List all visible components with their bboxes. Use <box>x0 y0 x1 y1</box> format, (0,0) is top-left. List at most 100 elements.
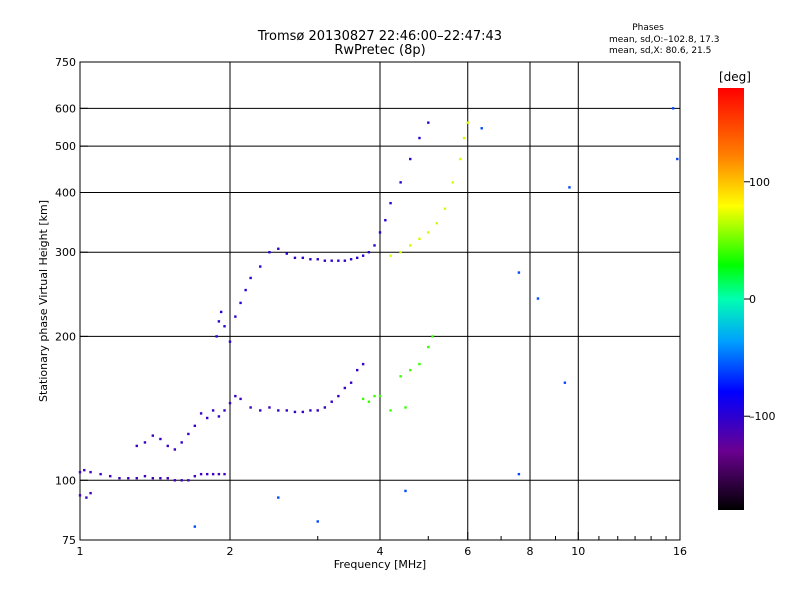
echo-point <box>563 381 567 384</box>
y-tick-label: 600 <box>55 102 76 115</box>
echo-point <box>330 400 333 403</box>
echo-point <box>409 368 412 372</box>
x-tick-label: 2 <box>227 545 234 558</box>
echo-point <box>268 406 271 409</box>
echo-point <box>249 406 252 409</box>
echo-point <box>343 386 347 390</box>
echo-point <box>418 362 421 366</box>
echo-point <box>143 474 147 478</box>
echo-point <box>367 400 371 403</box>
echo-point <box>259 265 262 268</box>
echo-point <box>109 474 112 478</box>
echo-point <box>205 416 209 420</box>
echo-point <box>85 496 88 499</box>
echo-point <box>259 409 262 412</box>
echo-point <box>166 477 169 480</box>
echo-point <box>301 256 305 260</box>
echo-point <box>337 259 340 262</box>
echo-point <box>215 335 218 338</box>
echo-point <box>568 186 571 189</box>
echo-point <box>151 477 155 480</box>
y-axis-label: Stationary phase Virtual Height [km] <box>37 200 50 402</box>
echo-point <box>193 474 197 478</box>
echo-point <box>219 310 223 314</box>
echo-point <box>277 496 280 499</box>
y-tick-label: 100 <box>55 474 76 487</box>
echo-point <box>418 237 421 241</box>
echo-point <box>373 244 376 247</box>
echo-point <box>239 301 242 305</box>
x-tick-label: 4 <box>377 545 384 558</box>
echo-point <box>462 136 466 140</box>
echo-point <box>293 410 297 414</box>
echo-point <box>159 437 162 441</box>
colorbar-ticks: 100 0 –100 <box>744 176 776 423</box>
x-ticks: 1 2 4 6 8 10 16 <box>77 532 687 558</box>
echo-point <box>151 434 155 437</box>
echo-point <box>187 479 190 482</box>
echo-point <box>355 368 359 372</box>
echo-point <box>309 409 312 412</box>
echo-point <box>127 477 130 480</box>
echo-point <box>316 258 319 261</box>
echo-point <box>135 477 138 480</box>
legend-line-o: mean, sd,O:–102.8, 17.3 <box>609 35 720 45</box>
data-points <box>78 107 679 528</box>
echo-point <box>389 254 392 257</box>
echo-point <box>277 409 280 412</box>
colorbar-tick-label: 0 <box>749 293 756 306</box>
x-tick-label: 8 <box>527 545 534 558</box>
echo-point <box>480 127 483 130</box>
x-tick-label: 6 <box>464 545 471 558</box>
echo-point <box>378 231 382 234</box>
echo-point <box>443 207 447 210</box>
echo-point <box>135 444 138 448</box>
echo-point <box>399 181 402 184</box>
echo-point <box>337 394 340 398</box>
echo-point <box>234 315 237 318</box>
echo-point <box>78 470 82 474</box>
echo-point <box>268 251 271 254</box>
echo-point <box>361 397 365 401</box>
echo-point <box>316 520 319 523</box>
echo-point <box>118 477 121 480</box>
echo-point <box>323 406 327 409</box>
y-tick-label: 500 <box>55 140 76 153</box>
echo-point <box>355 256 359 260</box>
y-ticks: 75 100 200 300 400 500 600 750 <box>55 56 88 547</box>
echo-point <box>399 251 402 254</box>
echo-point <box>349 258 353 261</box>
echo-point <box>277 247 280 250</box>
echo-point <box>427 121 430 124</box>
chart-subtitle: RwPretec (8p) <box>334 43 425 58</box>
echo-point <box>409 244 412 247</box>
echo-point <box>193 424 197 428</box>
echo-point <box>234 394 237 398</box>
echo-point <box>517 472 521 476</box>
echo-point <box>180 479 183 482</box>
echo-point <box>217 415 221 418</box>
echo-point <box>83 468 86 472</box>
echo-point <box>159 477 162 480</box>
echo-point <box>239 397 242 401</box>
echo-point <box>349 381 353 384</box>
echo-point <box>367 251 371 254</box>
echo-point <box>211 472 215 476</box>
colorbar-tick-label: –100 <box>749 410 776 423</box>
echo-point <box>217 320 221 323</box>
echo-point <box>293 256 297 260</box>
echo-point <box>517 271 521 274</box>
echo-point <box>143 441 147 444</box>
grid-lines <box>80 62 680 540</box>
y-tick-label: 300 <box>55 246 76 259</box>
echo-point <box>427 345 430 349</box>
y-tick-label: 75 <box>62 534 76 547</box>
echo-point <box>676 157 679 161</box>
chart-title: Tromsø 20130827 22:46:00–22:47:43 <box>257 29 502 44</box>
echo-point <box>285 409 288 412</box>
y-tick-label: 200 <box>55 330 76 343</box>
echo-point <box>435 222 438 225</box>
echo-point <box>211 409 215 412</box>
echo-point <box>89 491 92 495</box>
echo-point <box>536 297 540 300</box>
